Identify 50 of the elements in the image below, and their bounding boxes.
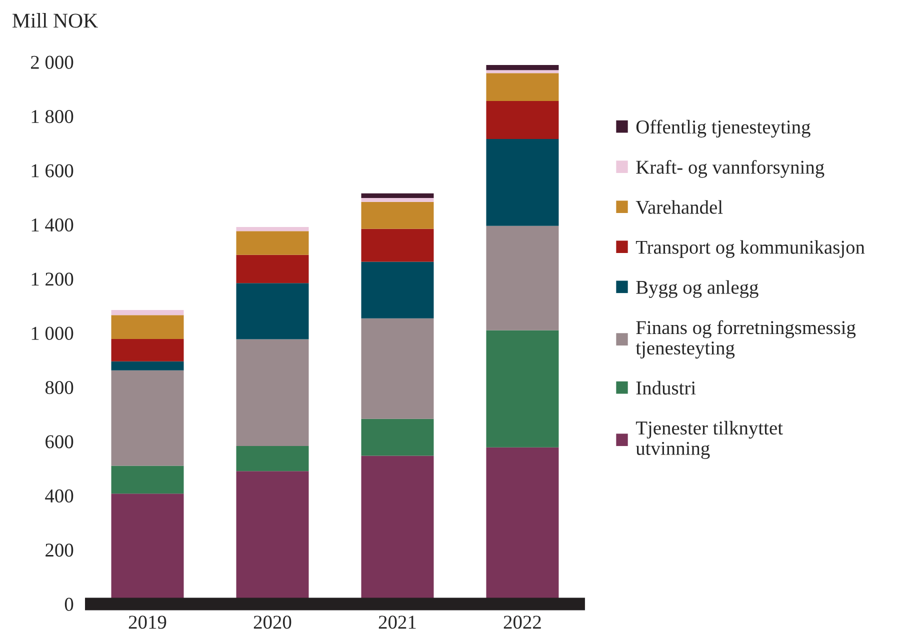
legend-label: Varehandel (636, 200, 723, 214)
bar (111, 315, 184, 339)
bar (361, 318, 434, 419)
legend-label: Transport og kommunikasjon (636, 240, 865, 258)
legend-label: Finans og forretningsmessig tjenesteyting (636, 320, 856, 359)
bar (236, 446, 309, 472)
bar (486, 70, 559, 74)
bar (236, 283, 309, 340)
bar (111, 338, 184, 362)
bar (236, 231, 309, 255)
legend-label: Tjenester tilknyttet utvinning (636, 420, 783, 459)
bar (486, 138, 559, 226)
y-tick-label: 1 000 (32, 326, 74, 340)
bar (111, 370, 184, 466)
legend-label: Industri (636, 380, 696, 395)
bar (111, 361, 184, 370)
x-tick-label: 2020 (254, 616, 292, 629)
y-tick-label: 400 (45, 489, 74, 503)
bar (486, 73, 559, 102)
x-tick-label: 2021 (378, 616, 416, 629)
bar (361, 193, 434, 198)
legend-label: Kraft- og vannforsyning (636, 160, 824, 178)
bar (361, 202, 434, 229)
y-axis-title: Mill NOK (12, 13, 98, 28)
y-tick-label: 0 (64, 598, 74, 611)
y-tick-label: 800 (45, 380, 74, 394)
bar (236, 227, 309, 232)
x-tick-label: 2022 (504, 616, 541, 629)
bar (361, 418, 434, 456)
x-tick-label: 2019 (128, 616, 166, 629)
bar (486, 101, 559, 139)
y-tick-label: 2 000 (30, 56, 74, 69)
y-tick-label: 1 400 (32, 218, 74, 232)
bar (111, 466, 184, 494)
legend-label: Bygg og anlegg (636, 280, 758, 298)
bar (486, 64, 559, 70)
bar (361, 262, 434, 318)
bar (361, 228, 434, 262)
y-tick-label: 1 800 (32, 110, 74, 124)
bar (236, 254, 309, 284)
y-tick-label: 600 (46, 435, 74, 448)
y-tick-label: 200 (46, 544, 74, 557)
y-tick-label: 1 200 (32, 272, 74, 286)
y-tick-label: 1 600 (32, 164, 74, 178)
bar (361, 198, 434, 202)
bar (236, 339, 309, 446)
bar (486, 226, 559, 330)
legend-label: Offentlig tjenesteyting (636, 120, 810, 138)
bar (486, 330, 559, 448)
bar (111, 310, 184, 316)
